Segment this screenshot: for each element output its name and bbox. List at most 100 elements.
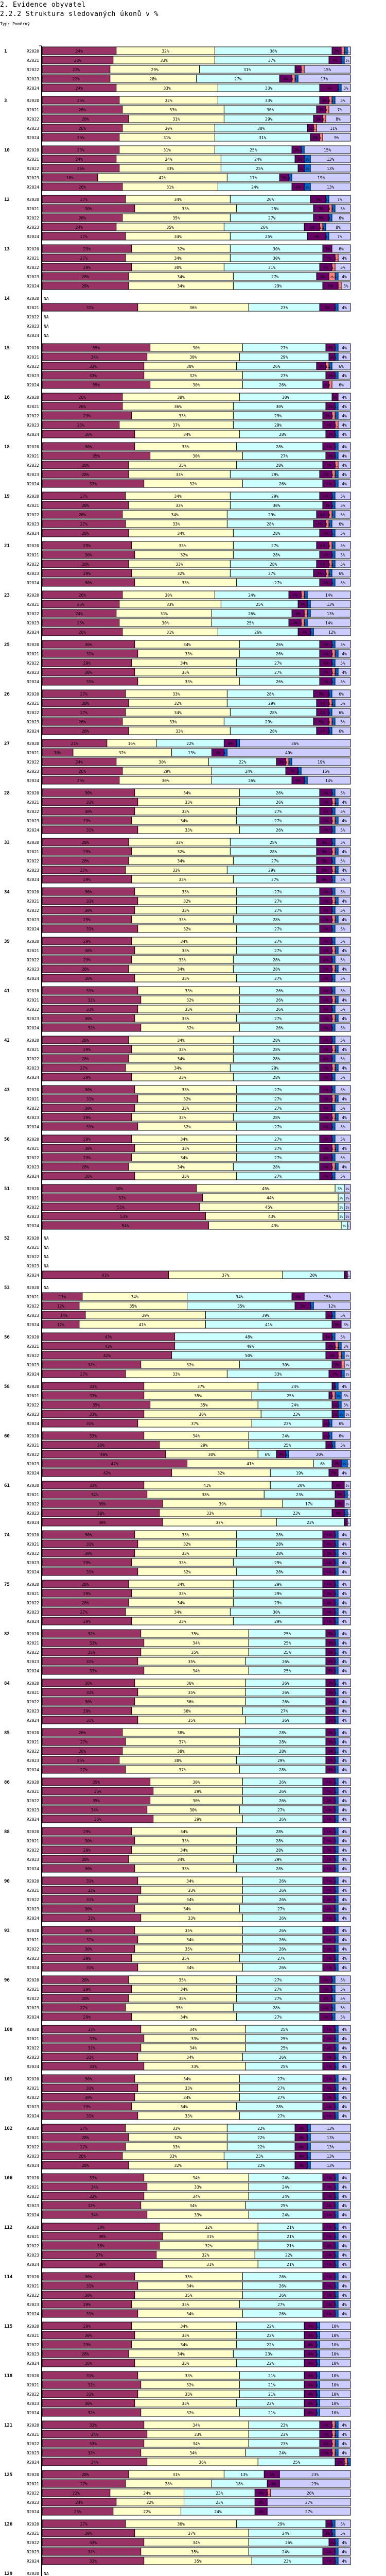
data-label: 5% — [340, 939, 345, 944]
data-label: 33% — [185, 800, 192, 805]
data-label: 37% — [222, 1273, 230, 1278]
data-label: 1. — [319, 226, 323, 230]
data-label: 52% — [119, 1196, 127, 1200]
data-label: 4% — [342, 306, 347, 310]
data-label: 4% — [323, 1106, 328, 1111]
data-label: 27% — [80, 1372, 88, 1377]
data-label: 14% — [60, 1313, 68, 1318]
data-label: 4% — [323, 1125, 328, 1129]
data-label: 4% — [323, 927, 328, 931]
data-label: 28% — [276, 445, 284, 449]
data-label: 32% — [88, 2046, 96, 2050]
group-label: 82 — [4, 1632, 10, 1637]
data-label: 35% — [188, 1718, 196, 1723]
period-label: R2020 — [27, 49, 39, 54]
data-label: 29% — [265, 720, 273, 724]
data-label: 29% — [83, 819, 91, 823]
data-label: 10% — [331, 2324, 339, 2329]
data-label: 3% — [328, 1740, 333, 1744]
data-label: 34% — [183, 432, 191, 437]
data-label: 5% — [340, 544, 345, 548]
data-label: 33% — [182, 976, 189, 981]
data-label: 4% — [323, 1038, 328, 1043]
data-label: 4% — [323, 2015, 328, 2020]
data-label: 4% — [342, 1047, 347, 1052]
data-label: 34% — [192, 1669, 200, 1673]
data-label: 15% — [324, 1295, 331, 1299]
data-label: 5% — [340, 890, 345, 894]
period-label: R2021 — [27, 2234, 39, 2239]
group-label: 100 — [4, 2027, 12, 2032]
data-label: 4% — [258, 2510, 264, 2514]
data-label: 49% — [247, 1344, 254, 1349]
data-label: 4% — [332, 58, 338, 63]
data-label: 3% — [297, 157, 302, 162]
data-label: 31% — [243, 67, 251, 72]
data-label: 22% — [186, 741, 194, 746]
data-label: 4% — [342, 2262, 347, 2267]
data-label: 1. — [325, 109, 329, 112]
period-label: R2020 — [27, 1928, 39, 1933]
data-label: 4% — [342, 998, 347, 1003]
data-label: 28% — [279, 1749, 287, 1754]
data-label: 37% — [188, 2531, 196, 2536]
data-label: 26% — [282, 1659, 290, 1664]
data-label: 41% — [203, 1483, 211, 1488]
period-label: R2022 — [27, 1057, 39, 1061]
data-label: 33% — [179, 1047, 186, 1052]
bar-segment — [335, 501, 351, 510]
data-label: 3% — [322, 98, 327, 103]
data-label: 28% — [276, 1542, 284, 1547]
data-label: 27% — [280, 1709, 288, 1714]
data-label: 33% — [188, 1888, 196, 1893]
period-label: R2024 — [27, 1125, 39, 1129]
data-label: 27% — [80, 710, 88, 715]
data-label: 3% — [343, 1344, 348, 1349]
data-label: 34% — [186, 2055, 194, 2060]
data-label: 32% — [186, 1363, 194, 1367]
data-label: 4% — [342, 2540, 347, 2545]
period-label: R2020 — [27, 642, 39, 647]
data-label: 3% — [328, 1758, 333, 1763]
data-label: 34% — [192, 2423, 200, 2428]
data-label: 28% — [270, 729, 277, 734]
data-label: 13% — [327, 2126, 335, 2131]
data-label: 26% — [276, 642, 284, 647]
data-label: 3% — [337, 2460, 342, 2465]
data-label: 33% — [191, 2037, 199, 2041]
data-label: 6% — [339, 710, 344, 715]
period-label: R2024 — [27, 877, 39, 882]
data-label: 33% — [172, 868, 180, 873]
data-label: 25% — [284, 1669, 291, 1673]
data-label: 30% — [85, 1174, 93, 1179]
period-label: R2023 — [27, 225, 39, 230]
data-label: 4% — [326, 1848, 331, 1853]
data-label: 33% — [185, 2392, 192, 2397]
data-label: 2% — [345, 59, 349, 63]
data-label: 1. — [295, 78, 299, 81]
data-label: 30% — [189, 355, 197, 360]
data-label: 31% — [259, 135, 267, 140]
period-label: R2020 — [27, 395, 39, 400]
data-label: 5% — [340, 927, 345, 931]
data-label: 27% — [274, 661, 282, 666]
data-label: 4% — [342, 1758, 347, 1763]
data-label: 32% — [183, 1125, 191, 1129]
bar-segment — [338, 420, 351, 429]
data-label: 24% — [248, 593, 256, 598]
data-label: 23% — [280, 2423, 288, 2428]
period-label: R2020 — [27, 741, 39, 746]
data-label: 5% — [340, 642, 345, 647]
data-label: 34% — [192, 1641, 200, 1646]
data-label: 1. — [322, 226, 326, 230]
data-label: 34% — [177, 1038, 185, 1043]
group-label: 23 — [4, 593, 10, 598]
data-label: 4% — [326, 2244, 331, 2248]
group-label: 88 — [4, 1829, 10, 1835]
data-label: 26% — [279, 383, 287, 387]
data-label: 26% — [79, 216, 86, 221]
data-label: 4% — [326, 2194, 331, 2199]
data-label: 4% — [271, 2482, 276, 2486]
data-label: 22% — [257, 2145, 265, 2149]
data-label: 6% — [339, 1421, 344, 1426]
